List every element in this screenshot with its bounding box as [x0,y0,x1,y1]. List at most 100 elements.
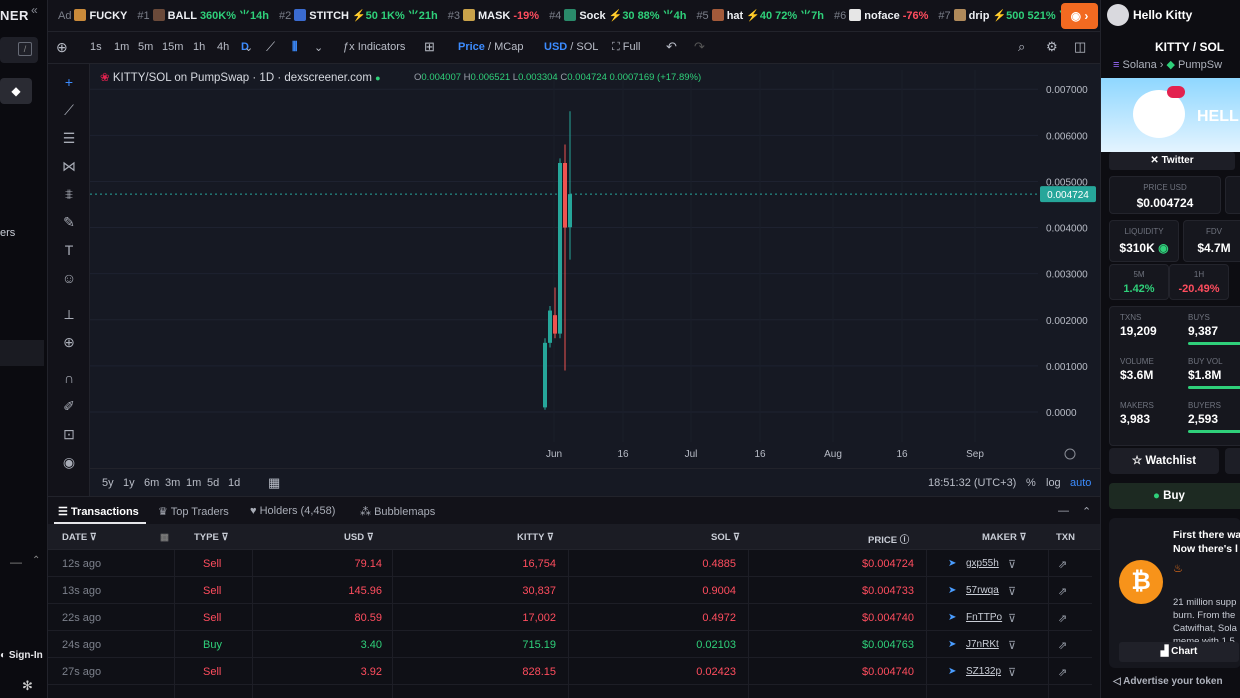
interval-1h[interactable]: 1h [193,41,206,53]
range-1y[interactable]: 1y [123,477,135,489]
external-link-icon[interactable]: ⇗ [1058,613,1068,625]
redo-icon[interactable]: ↷ [694,39,705,54]
usd-option[interactable]: USD [544,41,568,53]
interval-15m[interactable]: 15m [162,41,184,53]
type-header[interactable]: TYPE ⊽ [194,532,228,543]
table-row[interactable]: 24s ago Buy 3.40 715.19 0.02103 $0.004763 ➤ J7n… [48,631,1092,658]
external-link-icon[interactable]: ⇗ [1058,559,1068,571]
maker-header[interactable]: MAKER ⊽ [982,532,1026,543]
interval-5m[interactable]: 5m [138,41,154,53]
filter-maker-icon[interactable]: ⊽ [1008,667,1017,679]
change-1h-card[interactable]: 1H -20.49% [1169,264,1229,300]
sidebar-item-active[interactable]: ◆ [0,78,32,104]
ticker-item[interactable]: Ad FUCKY [58,0,127,31]
text-icon[interactable]: T [64,242,74,258]
promoted-ad[interactable]: ₿ First there wa Now there's l ♨ 21 milli… [1109,518,1240,668]
range-1d[interactable]: 1d [228,477,241,489]
emoji-icon[interactable]: ☺ [61,270,77,286]
filter-maker-icon[interactable]: ⊽ [1008,640,1017,652]
search-zoom-icon[interactable]: ⌕ [1018,39,1026,54]
magnet-icon[interactable]: ∩ [63,370,75,386]
range-5d[interactable]: 5d [207,477,220,489]
collapse-sidebar-icon[interactable]: « [31,3,38,17]
sol-option[interactable]: SOL [576,41,599,53]
ticker-item[interactable]: #4 Sock ⚡30 88% ⺌4h [549,0,686,31]
token-header[interactable]: KITTY ⊽ [517,532,554,543]
tab-bubblemaps[interactable]: ⁂ Bubblemaps [360,505,435,518]
range-6m[interactable]: 6m [144,477,160,489]
brand-logo[interactable]: NER [0,8,29,23]
mcap-option[interactable]: MCap [494,41,524,53]
currency-toggle[interactable]: USD / SOL [544,41,599,53]
table-row[interactable]: 27s ago Sell 3.92 828.15 0.02423 $0.004740 ➤ SZ… [48,658,1092,685]
calendar-icon[interactable]: ▦ [160,532,169,543]
lock-icon[interactable]: ⊡ [63,426,75,442]
row-maker[interactable]: gxp55h [966,558,999,569]
expand-up-icon[interactable]: ⌃ [1082,506,1092,518]
calendar-icon[interactable]: ▦ [268,475,281,490]
percent-toggle[interactable]: % [1026,477,1036,489]
table-row[interactable]: 22s ago Sell 80.59 17,002 0.4972 $0.004740 ➤ Fn… [48,604,1092,631]
pattern-icon[interactable]: ⋈ [62,158,76,174]
filter-maker-icon[interactable]: ⊽ [1008,613,1017,625]
search-input[interactable]: / [0,37,38,63]
twitter-button[interactable]: ✕ Twitter [1109,152,1235,170]
minus-icon[interactable]: — [10,555,22,569]
sol-header[interactable]: SOL ⊽ [711,532,740,543]
chart-canvas[interactable]: 0.007000 0.006000 0.005000 0.004000 0.003000… [90,64,1100,468]
crosshair-icon[interactable]: + [64,74,74,90]
line-chart-icon[interactable]: ⟋ [266,39,276,54]
range-5y[interactable]: 5y [102,477,114,489]
external-link-icon[interactable]: ⇗ [1058,640,1068,652]
sidebar-item-label[interactable]: ers [0,227,16,239]
dex-name[interactable]: PumpSw [1178,59,1223,71]
minimize-icon[interactable]: — [1058,505,1069,517]
row-maker[interactable]: J7nRKt [966,639,999,650]
ticker-item[interactable]: #2 STITCH ⚡50 1K% ⺌21h [279,0,438,31]
eye-icon[interactable]: ◉ [62,454,76,470]
ticker-item[interactable]: #6 noface -76% [834,0,928,31]
gear-icon[interactable]: ✻ [22,678,33,693]
chevron-up-icon[interactable]: ⌃ [32,555,41,566]
chain-name[interactable]: Solana [1122,59,1157,71]
brush-icon[interactable]: ✎ [63,214,75,230]
watchlist-button[interactable]: ☆ Watchlist [1109,448,1219,474]
tab-holders[interactable]: ♥ Holders (4,458) [250,505,335,517]
advertise-link[interactable]: ◁ Advertise your token [1113,676,1223,687]
filter-maker-icon[interactable]: ⊽ [1008,586,1017,598]
zoom-in-icon[interactable]: ⊕ [63,334,75,350]
usd-header[interactable]: USD ⊽ [344,532,374,543]
indicators-button[interactable]: ƒx Indicators [343,41,405,53]
sidebar-item-highlight[interactable] [0,340,44,366]
sign-in-button[interactable]: ◐ Sign-In [0,650,43,661]
tab-top-traders[interactable]: ♛ Top Traders [158,505,229,518]
templates-icon[interactable]: ⊞ [424,39,435,54]
trendline-icon[interactable]: ⟋ [64,102,74,118]
alert-button[interactable] [1225,448,1240,474]
row-maker[interactable]: FnTTPo [966,612,1003,623]
tab-transactions[interactable]: ☰ Transactions [58,505,139,518]
chevron-down-icon[interactable]: ⌄ [314,42,324,54]
table-row[interactable]: 12s ago Sell 79.14 16,754 0.4885 $0.004724 ➤ gx… [48,550,1092,577]
interval-D[interactable]: D [241,41,249,53]
avatar[interactable] [1107,4,1129,26]
trending-next-button[interactable]: ◉ › [1061,3,1098,29]
row-maker[interactable]: SZ132p [966,666,1002,677]
ticker-item[interactable]: #3 MASK -19% [448,0,539,31]
buy-button[interactable]: ● Buy [1109,483,1240,509]
settings-gear-icon[interactable]: ⚙ [1046,39,1058,54]
add-symbol-icon[interactable]: ⊕ [56,39,68,55]
table-row[interactable]: 13s ago Sell 145.96 30,837 0.9004 $0.004733 ➤ 5… [48,577,1092,604]
interval-1m[interactable]: 1m [114,41,130,53]
price-header[interactable]: PRICE ⓘ [868,532,909,546]
log-toggle[interactable]: log [1046,477,1061,489]
price-chart[interactable]: 0.007000 0.006000 0.005000 0.004000 0.003000… [90,64,1100,496]
lock-drawings-icon[interactable]: ✐ [63,398,75,414]
date-header[interactable]: DATE ⊽ [62,532,97,543]
row-maker[interactable]: 57rwqa [966,585,999,596]
auto-toggle[interactable]: auto [1070,477,1092,489]
price-mcap-toggle[interactable]: Price / MCap [458,41,524,53]
filter-maker-icon[interactable]: ⊽ [1008,559,1017,571]
ruler-icon[interactable]: ⟂ [64,306,74,322]
external-link-icon[interactable]: ⇗ [1058,586,1068,598]
